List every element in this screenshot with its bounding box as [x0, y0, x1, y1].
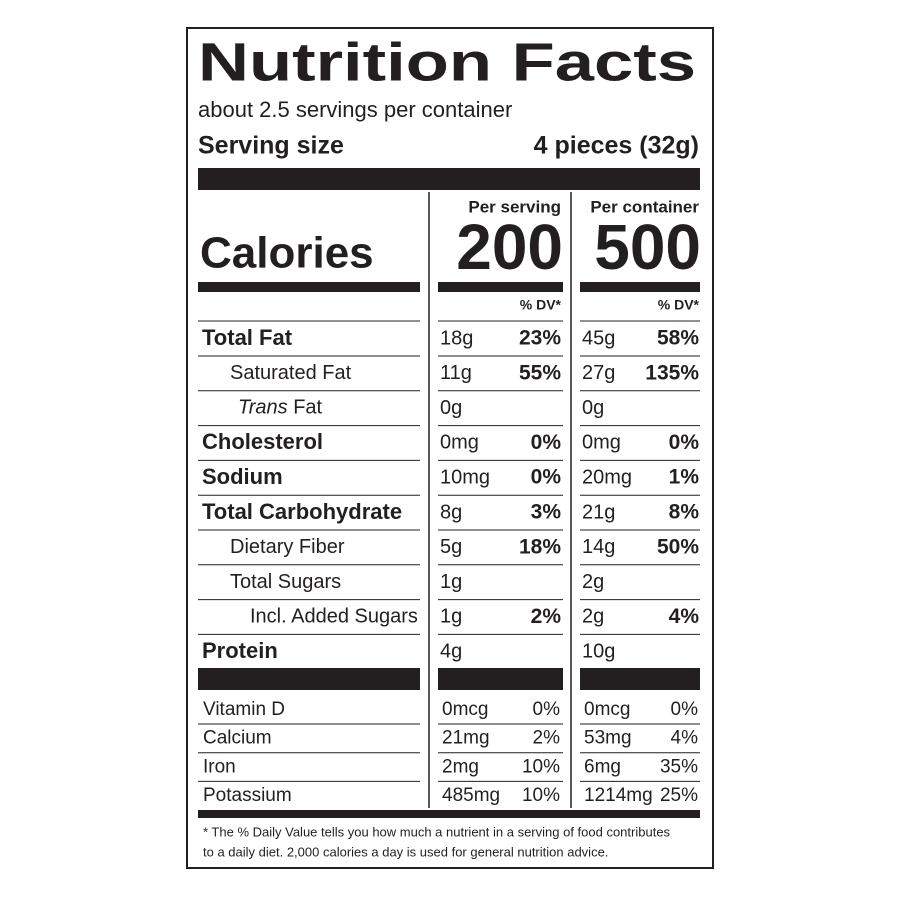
thick-bar [198, 810, 700, 818]
amount: 1g [440, 571, 462, 593]
vitamin-name: Calcium [203, 728, 272, 749]
nutrient-name-italic: Trans [238, 397, 288, 419]
amount: 0mg [582, 432, 621, 454]
daily-value: 10% [522, 756, 560, 777]
vitamin-name: Iron [203, 756, 236, 777]
footnote: to a daily diet. 2,000 calories a day is… [203, 844, 608, 859]
amount: 18g [440, 327, 473, 349]
thick-bar [438, 668, 563, 690]
daily-value: 50% [657, 535, 699, 558]
amount: 6mg [584, 756, 621, 777]
daily-value: 35% [660, 756, 698, 777]
footnote: * The % Daily Value tells you how much a… [203, 824, 671, 839]
dv-header: % DV* [520, 297, 562, 313]
amount: 10g [582, 640, 615, 662]
daily-value: 18% [519, 535, 561, 558]
amount: 4g [440, 640, 462, 662]
amount: 11g [440, 362, 472, 384]
amount: 2g [582, 571, 604, 593]
nutrient-name: Dietary Fiber [230, 536, 345, 558]
nutrient-name: Saturated Fat [230, 362, 352, 384]
nutrient-name: Sodium [202, 464, 283, 489]
amount: 27g [582, 362, 615, 384]
nutrient-name: Total Carbohydrate [202, 499, 402, 524]
calories-label: Calories [200, 229, 374, 278]
daily-value: 0% [531, 431, 562, 454]
nutrient-name: Cholesterol [202, 429, 323, 454]
daily-value: 55% [519, 361, 561, 384]
amount: 2mg [442, 756, 479, 777]
nutrient-name: Protein [202, 638, 278, 663]
amount: 10mg [440, 466, 490, 488]
daily-value: 4% [669, 605, 700, 628]
amount: 21mg [442, 728, 490, 749]
daily-value: 1% [669, 466, 700, 489]
calories-value: 500 [594, 211, 701, 283]
nutrient-name: Trans Fat [238, 397, 323, 419]
vitamin-name: Vitamin D [203, 699, 285, 720]
daily-value: 8% [669, 501, 700, 524]
amount: 53mg [584, 728, 632, 749]
nutrient-name: Total Fat [202, 325, 293, 350]
daily-value: 23% [519, 327, 561, 350]
amount: 0g [582, 397, 604, 419]
daily-value: 3% [531, 501, 562, 524]
amount: 0mcg [584, 699, 630, 720]
medium-bar [438, 282, 563, 292]
vitamin-name: Potassium [203, 785, 292, 806]
medium-bar [198, 282, 420, 292]
daily-value: 4% [671, 728, 699, 749]
daily-value: 2% [533, 728, 561, 749]
amount: 1214mg [584, 785, 653, 806]
thick-bar [198, 668, 420, 690]
daily-value: 0% [669, 431, 700, 454]
daily-value: 135% [645, 361, 699, 384]
medium-bar [580, 282, 700, 292]
amount: 0mcg [442, 699, 488, 720]
nutrient-name-rest: Fat [288, 397, 323, 419]
daily-value: 10% [522, 785, 560, 806]
title: Nutrition Facts [198, 32, 696, 92]
daily-value: 25% [660, 785, 698, 806]
column-header: Per container [590, 197, 699, 216]
amount: 0mg [440, 432, 479, 454]
serving-size: 4 pieces (32g) [534, 132, 699, 160]
amount: 1g [440, 606, 462, 628]
nutrient-name: Incl. Added Sugars [250, 606, 418, 628]
thick-bar [198, 168, 700, 190]
daily-value: 2% [531, 605, 562, 628]
column-header: Per serving [468, 197, 561, 216]
amount: 45g [582, 327, 615, 349]
amount: 21g [582, 501, 615, 523]
dv-header: % DV* [658, 297, 700, 313]
amount: 5g [440, 536, 462, 558]
thick-bar [580, 668, 700, 690]
daily-value: 0% [671, 699, 699, 720]
amount: 20mg [582, 466, 632, 488]
daily-value: 58% [657, 327, 699, 350]
daily-value: 0% [531, 466, 562, 489]
amount: 0g [440, 397, 462, 419]
amount: 8g [440, 501, 462, 523]
daily-value: 0% [533, 699, 561, 720]
amount: 2g [582, 606, 604, 628]
calories-value: 200 [456, 211, 563, 283]
serving-size-label: Serving size [198, 132, 344, 160]
amount: 485mg [442, 785, 500, 806]
nutrient-name: Total Sugars [230, 571, 341, 593]
servings: about 2.5 servings per container [198, 97, 512, 122]
amount: 14g [582, 536, 615, 558]
